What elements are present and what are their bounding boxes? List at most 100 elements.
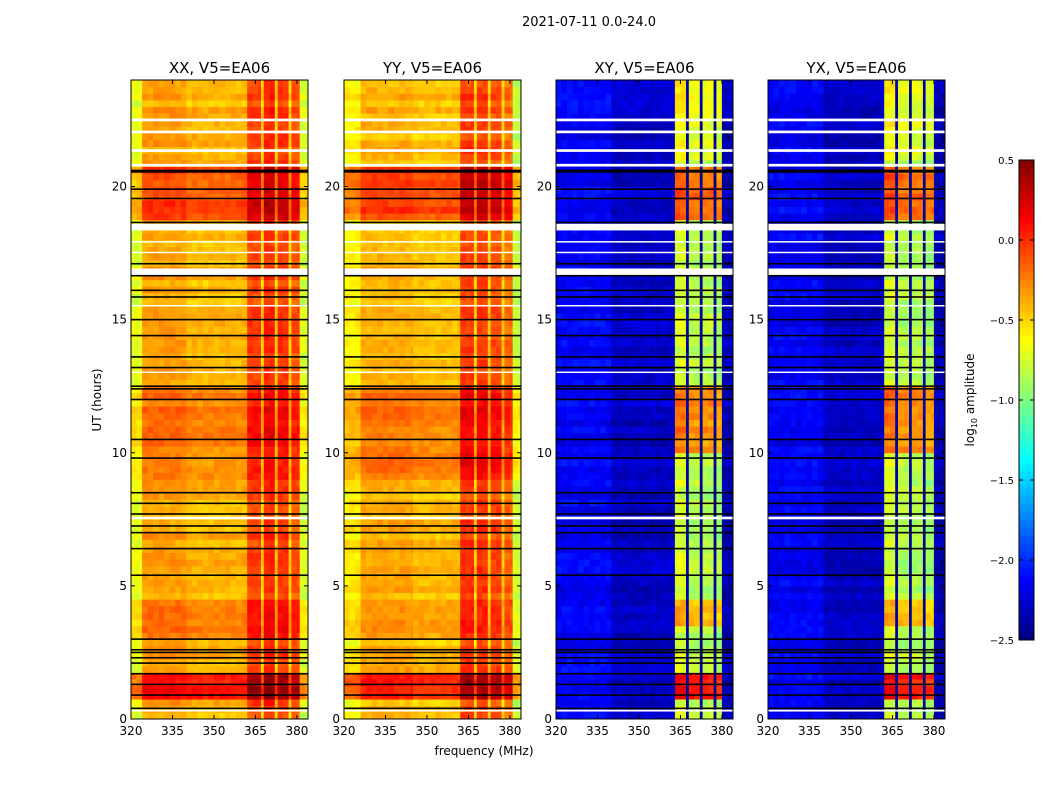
heatmap-cell	[446, 452, 453, 460]
heatmap-cell	[202, 439, 209, 447]
heatmap-cell	[288, 332, 292, 340]
heatmap-cell	[269, 313, 276, 321]
heatmap-cell	[418, 472, 425, 480]
heatmap-cell	[208, 712, 215, 720]
heatmap-cell	[252, 279, 259, 287]
heatmap-cell	[451, 479, 458, 487]
flagged-row	[131, 296, 308, 298]
heatmap-cell	[197, 392, 204, 400]
heatmap-cell	[202, 605, 209, 613]
heatmap-cell	[180, 399, 187, 407]
heatmap-cell	[344, 599, 350, 607]
heatmap-cell	[446, 559, 453, 567]
heatmap-cell	[377, 512, 384, 520]
heatmap-cell	[366, 439, 372, 447]
heatmap-cell	[440, 479, 447, 487]
heatmap-cell	[197, 332, 204, 340]
heatmap-cell	[457, 565, 461, 573]
heatmap-cell	[399, 605, 406, 613]
heatmap-cell	[186, 585, 193, 593]
heatmap-cell	[247, 206, 254, 214]
heatmap-cell	[501, 479, 505, 487]
heatmap-cell	[186, 206, 193, 214]
heatmap-cell	[413, 559, 419, 567]
heatmap-cell	[153, 239, 159, 247]
heatmap-cell	[153, 519, 159, 527]
heatmap-cell	[247, 80, 254, 88]
heatmap-cell	[288, 372, 292, 380]
heatmap-cell	[299, 699, 306, 707]
heatmap-cell	[435, 625, 442, 633]
heatmap-cell	[344, 432, 350, 440]
heatmap-cell	[261, 685, 265, 693]
heatmap-cell	[496, 519, 502, 527]
heatmap-cell	[435, 672, 442, 680]
heatmap-cell	[175, 585, 182, 593]
heatmap-cell	[131, 545, 137, 553]
heatmap-cell	[186, 412, 193, 420]
heatmap-cell	[296, 559, 301, 567]
heatmap-cell	[296, 319, 301, 327]
heatmap-cell	[241, 545, 248, 553]
heatmap-cell	[296, 605, 301, 613]
heatmap-cell	[299, 512, 306, 520]
heatmap-cell	[305, 585, 309, 593]
heatmap-cell	[440, 472, 447, 480]
heatmap-cell	[147, 219, 154, 227]
heatmap-cell	[164, 279, 171, 287]
heatmap-cell	[208, 359, 215, 367]
heatmap-cell	[288, 605, 292, 613]
heatmap-cell	[501, 572, 505, 580]
heatmap-cell	[476, 705, 483, 713]
heatmap-cell	[169, 332, 176, 340]
heatmap-cell	[191, 332, 198, 340]
heatmap-cell	[457, 439, 461, 447]
heatmap-cell	[158, 233, 165, 241]
heatmap-cell	[496, 432, 502, 440]
heatmap-cell	[504, 532, 511, 540]
heatmap-cell	[236, 652, 242, 660]
heatmap-cell	[410, 506, 414, 514]
heatmap-cell	[451, 579, 458, 587]
heatmap-cell	[355, 486, 361, 494]
heatmap-cell	[261, 632, 265, 640]
heatmap-cell	[274, 652, 278, 660]
heatmap-cell	[197, 625, 204, 633]
heatmap-cell	[142, 159, 148, 167]
heatmap-cell	[509, 599, 514, 607]
heatmap-cell	[136, 119, 143, 127]
heatmap-cell	[230, 446, 237, 454]
heatmap-cell	[263, 193, 270, 201]
heatmap-cell	[164, 159, 171, 167]
heatmap-cell	[388, 532, 395, 540]
heatmap-cell	[474, 519, 478, 527]
heatmap-cell	[241, 452, 248, 460]
heatmap-cell	[490, 639, 497, 647]
heatmap-cell	[230, 233, 237, 241]
heatmap-cell	[208, 446, 215, 454]
heatmap-cell	[283, 179, 289, 187]
heatmap-cell	[269, 239, 276, 247]
heatmap-cell	[429, 712, 436, 720]
heatmap-cell	[147, 213, 154, 221]
heatmap-cell	[230, 246, 237, 254]
heatmap-cell	[305, 699, 309, 707]
heatmap-cell	[158, 246, 165, 254]
heatmap-cell	[490, 526, 497, 534]
heatmap-cell	[360, 612, 367, 620]
heatmap-cell	[153, 392, 159, 400]
heatmap-cell	[208, 685, 215, 693]
heatmap-cell	[191, 632, 198, 640]
heatmap-cell	[263, 559, 270, 567]
heatmap-cell	[512, 685, 519, 693]
heatmap-cell	[269, 452, 276, 460]
heatmap-cell	[175, 419, 182, 427]
heatmap-cell	[208, 319, 215, 327]
heatmap-cell	[291, 179, 298, 187]
heatmap-cell	[252, 253, 259, 261]
heatmap-cell	[465, 579, 472, 587]
heatmap-cell	[230, 126, 237, 134]
heatmap-cell	[501, 439, 505, 447]
heatmap-cell	[208, 206, 215, 214]
heatmap-cell	[305, 233, 309, 241]
